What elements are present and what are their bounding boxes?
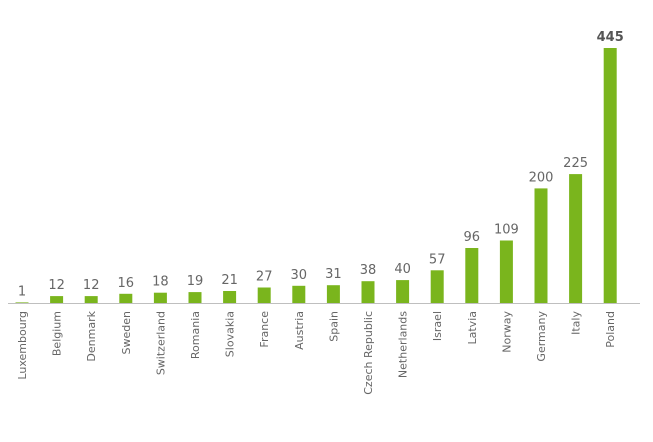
category-label-luxembourg: Luxembourg (16, 311, 29, 380)
category-label-switzerland: Switzerland (154, 311, 167, 375)
bar-sweden (119, 293, 133, 303)
bar-czech-republic (361, 281, 375, 303)
bar-romania (188, 292, 202, 303)
bar-poland (603, 48, 617, 303)
value-label-austria: 30 (291, 268, 308, 283)
bars-group (15, 48, 617, 303)
category-labels-group: Luxembourg Belgium Denmark Sweden Switzerlan… (16, 310, 617, 394)
bar-germany (534, 188, 548, 303)
value-labels-group: 1 12 12 16 18 19 21 27 30 31 38 40 57 96 109 200 225 445 (18, 30, 624, 299)
value-label-netherlands: 40 (394, 262, 411, 277)
category-label-latvia: Latvia (466, 311, 479, 345)
category-label-czech-republic: Czech Republic (362, 311, 375, 395)
value-label-germany: 200 (529, 170, 554, 185)
bar-norway (499, 240, 513, 303)
value-label-switzerland: 18 (152, 275, 169, 290)
category-label-netherlands: Netherlands (397, 311, 410, 378)
category-label-italy: Italy (570, 311, 583, 335)
bar-netherlands (396, 280, 410, 303)
value-label-romania: 19 (187, 274, 204, 289)
category-label-israel: Israel (431, 311, 444, 341)
bar-belgium (50, 296, 64, 303)
category-label-france: France (258, 311, 271, 348)
bar-denmark (84, 296, 98, 303)
value-label-spain: 31 (325, 267, 342, 282)
bar-austria (292, 285, 306, 303)
bar-italy (569, 174, 583, 303)
category-label-austria: Austria (293, 311, 306, 350)
category-label-sweden: Sweden (120, 311, 133, 354)
value-label-latvia: 96 (464, 230, 481, 245)
bar-latvia (465, 248, 479, 303)
category-label-romania: Romania (189, 311, 202, 359)
value-label-italy: 225 (563, 156, 588, 171)
bar-switzerland (153, 292, 167, 303)
value-label-poland: 445 (597, 30, 624, 45)
category-label-spain: Spain (327, 311, 340, 342)
bar-israel (430, 270, 444, 303)
value-label-luxembourg: 1 (18, 284, 26, 299)
value-label-france: 27 (256, 270, 273, 285)
category-label-norway: Norway (500, 311, 513, 353)
category-label-slovakia: Slovakia (224, 311, 237, 357)
category-label-germany: Germany (535, 311, 548, 362)
value-label-israel: 57 (429, 252, 446, 267)
value-label-norway: 109 (494, 223, 519, 238)
bar-france (257, 287, 271, 303)
bar-slovakia (223, 291, 237, 303)
category-label-poland: Poland (604, 311, 617, 348)
value-label-czech-republic: 38 (360, 263, 377, 278)
category-label-belgium: Belgium (51, 311, 64, 356)
value-label-denmark: 12 (83, 278, 100, 293)
bar-luxembourg (15, 302, 29, 303)
category-label-denmark: Denmark (85, 310, 98, 361)
value-label-belgium: 12 (48, 278, 65, 293)
value-label-sweden: 16 (118, 276, 135, 291)
bar-spain (326, 285, 340, 303)
value-label-slovakia: 21 (221, 273, 238, 288)
